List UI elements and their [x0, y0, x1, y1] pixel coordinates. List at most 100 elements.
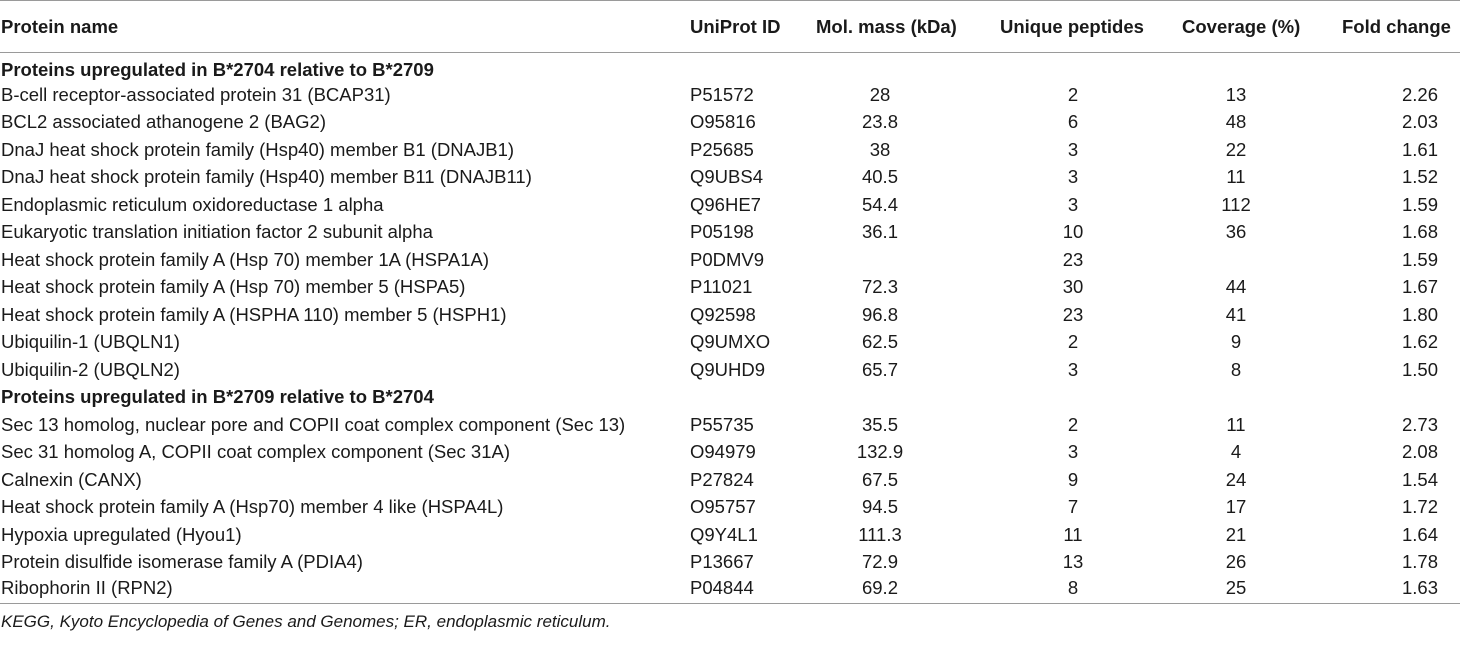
coverage-cell: 41 — [1225, 303, 1247, 325]
header-row: Protein name UniProt ID Mol. mass (kDa) … — [0, 0, 1460, 53]
uniprot-id-cell: P11021 — [690, 276, 753, 298]
protein-name-cell: Calnexin (CANX) — [1, 468, 142, 490]
protein-name-cell: Endoplasmic reticulum oxidoreductase 1 a… — [1, 193, 384, 215]
coverage-cell — [1172, 246, 1330, 274]
mol-mass-cell: 72.3 — [861, 276, 898, 298]
protein-table: Protein name UniProt ID Mol. mass (kDa) … — [0, 0, 1460, 604]
protein-name-cell: BCL2 associated athanogene 2 (BAG2) — [1, 111, 326, 133]
uniprot-id-cell: Q96HE7 — [690, 193, 761, 215]
unique-peptides-cell: 8 — [992, 576, 1172, 604]
uniprot-id-cell: P04844 — [690, 576, 802, 604]
protein-name-cell: B-cell receptor-associated protein 31 (B… — [1, 83, 391, 105]
protein-name-cell: Ubiquilin-2 (UBQLN2) — [1, 358, 180, 380]
section-row: Proteins upregulated in B*2709 relative … — [0, 384, 1460, 412]
table-row: Heat shock protein family A (Hsp 70) mem… — [0, 246, 1460, 274]
coverage-cell: 9 — [1230, 331, 1242, 353]
mol-mass-cell: 36.1 — [861, 221, 898, 243]
unique-peptides-cell: 6 — [1067, 111, 1079, 133]
mol-mass-cell: 62.5 — [861, 331, 898, 353]
mol-mass-cell: 69.2 — [802, 576, 992, 604]
coverage-cell: 22 — [1225, 138, 1247, 160]
unique-peptides-cell: 10 — [1062, 221, 1084, 243]
mol-mass-cell: 132.9 — [856, 441, 904, 463]
uniprot-id-cell: O94979 — [690, 441, 756, 463]
fold-change-cell: 1.78 — [1401, 551, 1438, 573]
mol-mass-cell: 111.3 — [858, 523, 902, 545]
fold-change-cell: 1.52 — [1401, 166, 1438, 188]
unique-peptides-cell: 2 — [1067, 413, 1079, 435]
table-row: DnaJ heat shock protein family (Hsp40) m… — [0, 136, 1460, 164]
coverage-cell: 25 — [1172, 576, 1330, 604]
table-row: BCL2 associated athanogene 2 (BAG2) O9581… — [0, 109, 1460, 137]
mol-mass-cell: 94.5 — [861, 496, 898, 518]
header-mol-mass: Mol. mass (kDa) — [802, 0, 992, 53]
uniprot-id-cell: Q9Y4L1 — [690, 523, 758, 545]
uniprot-id-cell: P25685 — [690, 138, 754, 160]
table-header: Protein name UniProt ID Mol. mass (kDa) … — [0, 0, 1460, 53]
protein-name-cell: Heat shock protein family A (Hsp70) memb… — [1, 496, 504, 518]
unique-peptides-cell: 3 — [1067, 358, 1079, 380]
protein-name-cell: Hypoxia upregulated (Hyou1) — [1, 523, 242, 545]
table-row: Sec 13 homolog, nuclear pore and COPII c… — [0, 411, 1460, 439]
mol-mass-cell: 96.8 — [861, 303, 898, 325]
coverage-cell: 112 — [1221, 193, 1251, 215]
mol-mass-cell: 65.7 — [861, 358, 898, 380]
section-row: Proteins upregulated in B*2704 relative … — [0, 53, 1460, 82]
protein-name-cell: DnaJ heat shock protein family (Hsp40) m… — [1, 138, 515, 160]
unique-peptides-cell: 30 — [1062, 276, 1084, 298]
protein-name-cell: Protein disulfide isomerase family A (PD… — [1, 551, 363, 573]
table-row: Ribophorin II (RPN2) P04844 69.2 8 25 1.63 — [0, 576, 1460, 604]
coverage-cell: 17 — [1225, 496, 1247, 518]
coverage-cell: 21 — [1225, 523, 1247, 545]
fold-change-cell: 1.80 — [1401, 303, 1438, 325]
table-row: Ubiquilin-2 (UBQLN2) Q9UHD9 65.7 3 8 1.50 — [0, 356, 1460, 384]
mol-mass-cell: 23.8 — [861, 111, 898, 133]
protein-name-cell: Eukaryotic translation initiation factor… — [1, 221, 433, 243]
mol-mass-cell: 28 — [869, 83, 891, 105]
protein-name-cell: Ribophorin II (RPN2) — [0, 576, 690, 604]
table-row: Endoplasmic reticulum oxidoreductase 1 a… — [0, 191, 1460, 219]
protein-name-cell: DnaJ heat shock protein family (Hsp40) m… — [1, 166, 532, 188]
mol-mass-cell: 72.9 — [861, 551, 898, 573]
mol-mass-cell — [802, 246, 992, 274]
coverage-cell: 36 — [1225, 221, 1247, 243]
section-title: Proteins upregulated in B*2709 relative … — [1, 386, 434, 408]
fold-change-cell: 1.68 — [1401, 221, 1438, 243]
table-row: Heat shock protein family A (Hsp70) memb… — [0, 494, 1460, 522]
coverage-cell: 11 — [1226, 413, 1246, 435]
table-row: Heat shock protein family A (Hsp 70) mem… — [0, 274, 1460, 302]
table-row: Eukaryotic translation initiation factor… — [0, 219, 1460, 247]
unique-peptides-cell: 2 — [1067, 331, 1079, 353]
fold-change-cell: 1.62 — [1401, 331, 1438, 353]
header-fold-change: Fold change — [1330, 0, 1460, 53]
header-protein-name: Protein name — [0, 0, 690, 53]
uniprot-id-cell: Q9UHD9 — [690, 358, 766, 380]
unique-peptides-cell: 3 — [1067, 166, 1079, 188]
fold-change-cell: 1.63 — [1330, 576, 1460, 604]
mol-mass-cell: 40.5 — [861, 166, 898, 188]
fold-change-cell: 1.54 — [1401, 468, 1438, 490]
coverage-cell: 48 — [1225, 111, 1247, 133]
header-coverage: Coverage (%) — [1172, 0, 1330, 53]
protein-name-cell: Sec 13 homolog, nuclear pore and COPII c… — [1, 413, 626, 435]
mol-mass-cell: 54.4 — [861, 193, 898, 215]
protein-table-container: Protein name UniProt ID Mol. mass (kDa) … — [0, 0, 1460, 631]
table-row: Hypoxia upregulated (Hyou1) Q9Y4L1 111.3 11… — [0, 521, 1460, 549]
coverage-cell: 4 — [1230, 441, 1242, 463]
fold-change-cell: 1.64 — [1401, 523, 1438, 545]
table-row: Protein disulfide isomerase family A (PD… — [0, 549, 1460, 577]
fold-change-cell: 1.61 — [1401, 138, 1438, 160]
protein-name-cell: Ubiquilin-1 (UBQLN1) — [1, 331, 180, 353]
uniprot-id-cell: P51572 — [690, 83, 754, 105]
fold-change-cell: 1.59 — [1401, 248, 1438, 270]
unique-peptides-cell: 23 — [1062, 303, 1084, 325]
table-body: Proteins upregulated in B*2704 relative … — [0, 53, 1460, 604]
protein-name-cell: Heat shock protein family A (HSPHA 110) … — [1, 303, 507, 325]
uniprot-id-cell: Q9UBS4 — [690, 166, 764, 188]
unique-peptides-cell: 3 — [1067, 441, 1079, 463]
coverage-cell: 24 — [1225, 468, 1247, 490]
table-row: DnaJ heat shock protein family (Hsp40) m… — [0, 164, 1460, 192]
mol-mass-cell: 35.5 — [861, 413, 898, 435]
uniprot-id-cell: Q92598 — [690, 303, 756, 325]
coverage-cell: 44 — [1225, 276, 1247, 298]
